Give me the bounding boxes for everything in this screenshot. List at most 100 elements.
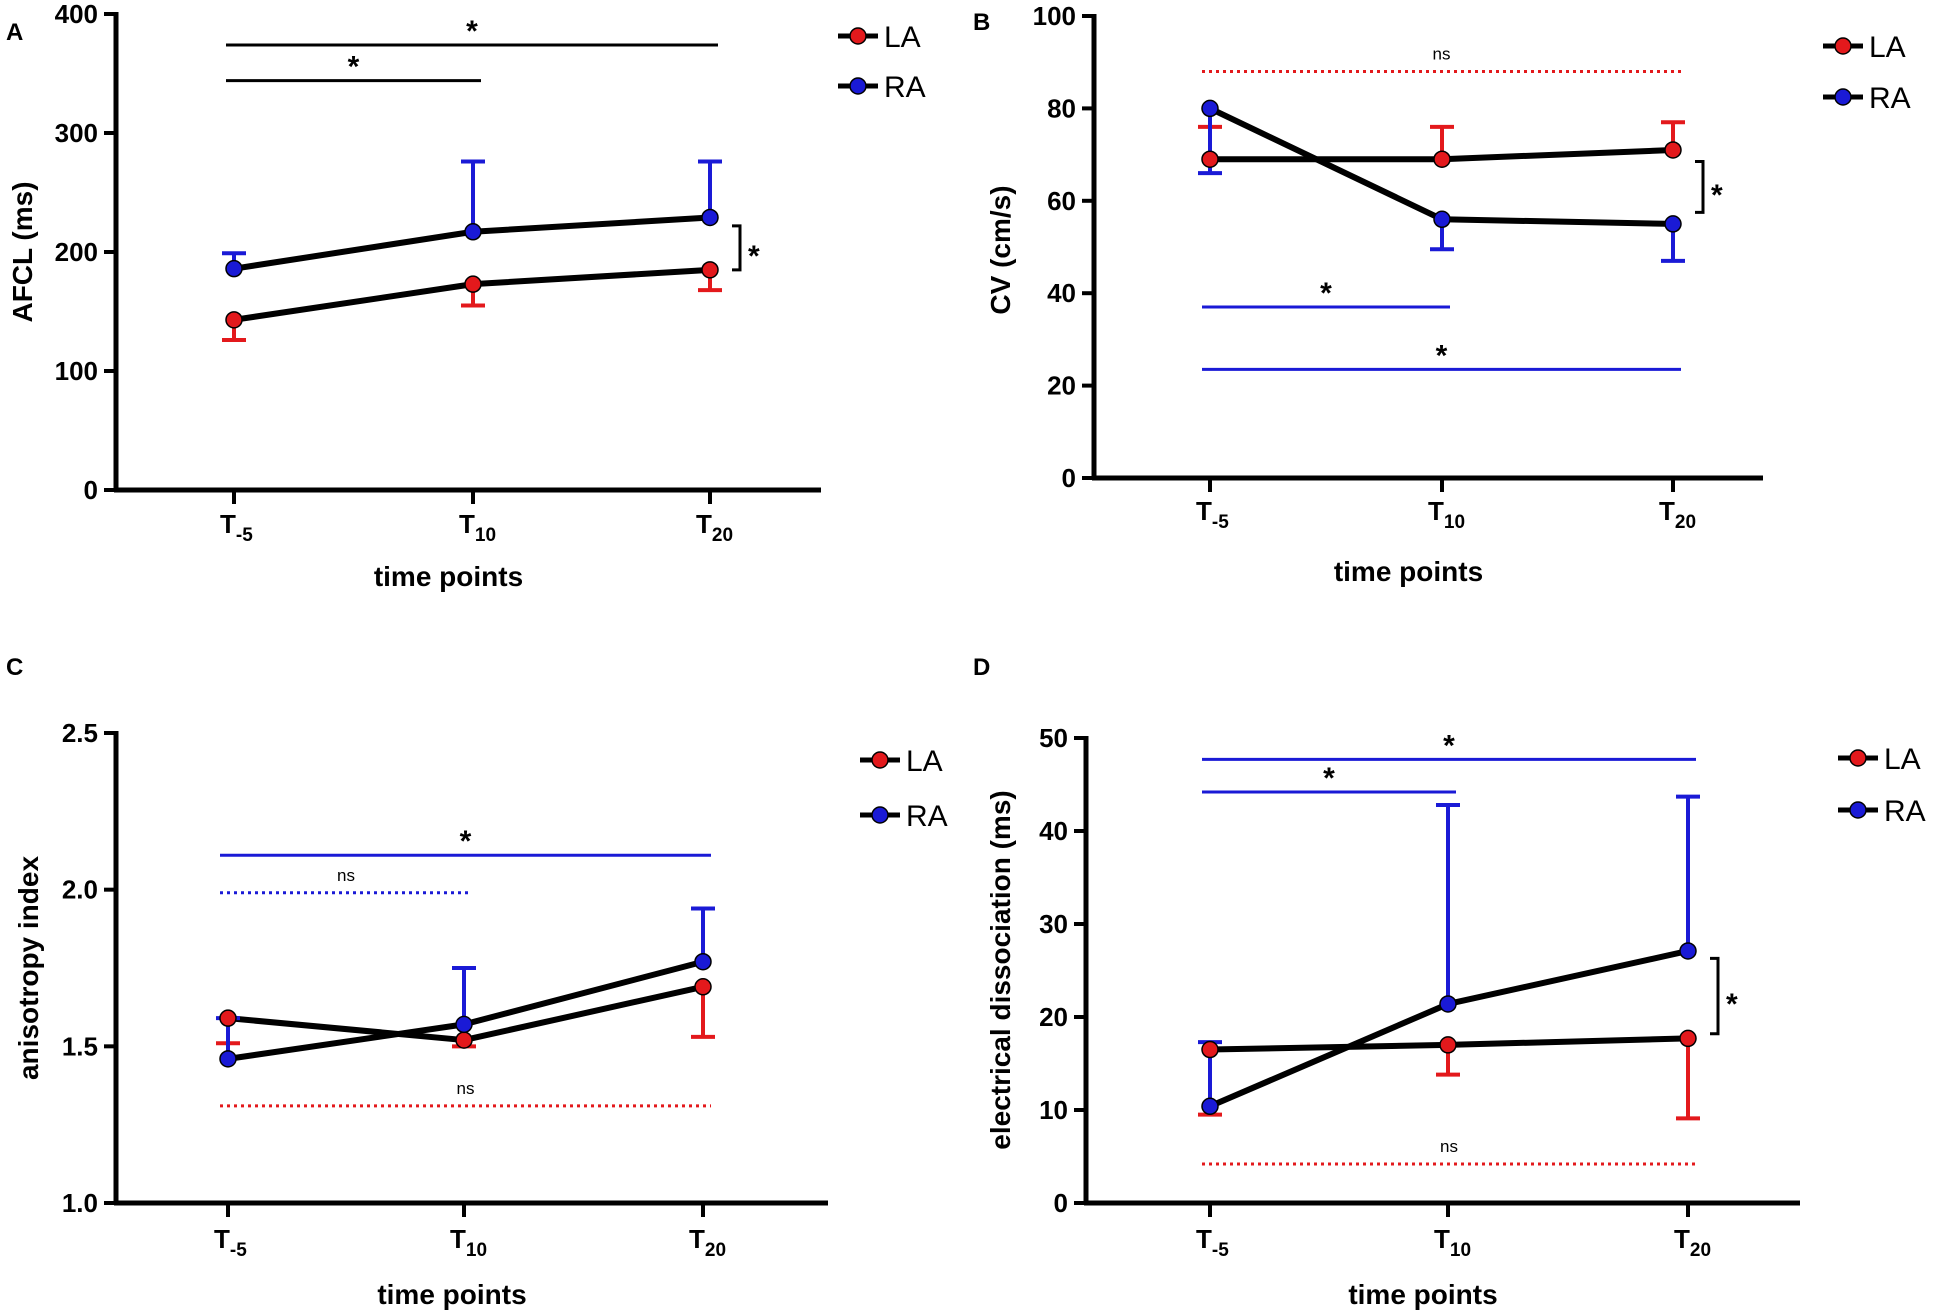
panel-c: C 1.0 1.5 2.0 2.5 T-5 T10 T20 time points anisotr… bbox=[6, 654, 948, 1310]
data-point-la bbox=[1664, 141, 1682, 159]
y-tick-label: 2.0 bbox=[62, 875, 98, 905]
y-axis-label: CV (cm/s) bbox=[985, 185, 1016, 314]
significance-star: * bbox=[348, 51, 360, 84]
ns-label: ns bbox=[457, 1079, 475, 1098]
x-axis-label: time points bbox=[1348, 1279, 1497, 1310]
y-tick-label: 0 bbox=[1054, 1188, 1068, 1218]
y-tick-label: 1.5 bbox=[62, 1031, 98, 1061]
significance-star: * bbox=[1323, 762, 1335, 795]
y-tick-label: 200 bbox=[55, 237, 98, 267]
data-point-ra bbox=[701, 208, 719, 227]
legend-label-ra: RA bbox=[906, 800, 948, 833]
significance-star: * bbox=[1320, 277, 1332, 310]
y-tick-label: 60 bbox=[1047, 186, 1076, 216]
data-point-ra bbox=[694, 952, 712, 971]
legend-marker-la bbox=[849, 27, 867, 45]
legend-label-la: LA bbox=[906, 745, 943, 778]
difference-bracket bbox=[1695, 160, 1705, 214]
data-point-ra bbox=[1433, 210, 1451, 229]
y-tick-label: 1.0 bbox=[62, 1188, 98, 1218]
significance-star: * bbox=[1436, 339, 1448, 372]
legend-marker-ra bbox=[871, 806, 889, 824]
x-tick-label: T10 bbox=[1434, 1224, 1471, 1261]
data-point-ra bbox=[219, 1050, 237, 1068]
y-tick-label: 2.5 bbox=[62, 718, 98, 748]
ns-label: ns bbox=[1433, 44, 1451, 63]
data-point-ra bbox=[1201, 99, 1219, 118]
significance-star: * bbox=[466, 15, 478, 48]
legend-label-la: LA bbox=[884, 21, 921, 54]
significance-star: * bbox=[1711, 179, 1723, 212]
x-tick-label: T10 bbox=[450, 1224, 487, 1261]
y-axis-label: AFCL (ms) bbox=[7, 181, 38, 322]
data-point-ra bbox=[1679, 942, 1697, 960]
data-point-la bbox=[455, 1031, 473, 1049]
x-tick-label: T20 bbox=[1659, 496, 1696, 533]
y-axis-label: electrical dissociation (ms) bbox=[985, 790, 1016, 1149]
data-point-ra bbox=[1439, 995, 1457, 1013]
x-tick-label: T-5 bbox=[1196, 1224, 1229, 1261]
ns-label: ns bbox=[337, 866, 355, 885]
legend-marker-la bbox=[871, 751, 889, 769]
y-tick-label: 20 bbox=[1047, 371, 1076, 401]
y-tick-label: 300 bbox=[55, 118, 98, 148]
y-tick-label: 20 bbox=[1039, 1002, 1068, 1032]
data-point-ra bbox=[1201, 1097, 1219, 1116]
data-point-la bbox=[1201, 1040, 1219, 1059]
panel-letter: A bbox=[6, 19, 23, 46]
x-axis-label: time points bbox=[377, 1279, 526, 1310]
x-tick-label: T10 bbox=[459, 509, 496, 546]
x-tick-label: T-5 bbox=[214, 1224, 247, 1261]
x-tick-label: T20 bbox=[1674, 1224, 1711, 1261]
x-tick-label: T-5 bbox=[1196, 496, 1229, 533]
x-tick-label: T10 bbox=[1428, 496, 1465, 533]
legend-marker-ra bbox=[1849, 801, 1867, 819]
legend-label-la: LA bbox=[1884, 743, 1921, 776]
ns-label: ns bbox=[1440, 1137, 1458, 1156]
x-axis-label: time points bbox=[374, 561, 523, 592]
legend-label-ra: RA bbox=[1869, 82, 1911, 115]
y-tick-label: 80 bbox=[1047, 93, 1076, 123]
data-point-la bbox=[1439, 1036, 1457, 1054]
legend-label-ra: RA bbox=[884, 71, 926, 104]
legend-label-la: LA bbox=[1869, 31, 1906, 64]
data-point-la bbox=[701, 261, 719, 279]
significance-star: * bbox=[748, 240, 760, 273]
difference-bracket bbox=[1710, 956, 1720, 1036]
data-point-la bbox=[694, 978, 712, 996]
data-point-la bbox=[225, 311, 243, 329]
data-point-ra bbox=[464, 223, 482, 241]
data-point-la bbox=[219, 1009, 237, 1027]
y-tick-label: 400 bbox=[55, 0, 98, 29]
data-point-ra bbox=[225, 259, 243, 278]
y-tick-label: 40 bbox=[1039, 816, 1068, 846]
y-tick-label: 30 bbox=[1039, 909, 1068, 939]
legend-marker-ra bbox=[1834, 88, 1852, 106]
y-tick-label: 10 bbox=[1039, 1095, 1068, 1125]
significance-star: * bbox=[460, 825, 472, 858]
data-point-ra bbox=[1664, 215, 1682, 233]
legend-marker-la bbox=[1834, 37, 1852, 55]
x-tick-label: T20 bbox=[696, 509, 733, 546]
data-point-ra bbox=[455, 1015, 473, 1034]
y-tick-label: 50 bbox=[1039, 723, 1068, 753]
data-point-la bbox=[1679, 1029, 1697, 1048]
x-tick-label: T20 bbox=[689, 1224, 726, 1261]
panel-b: B 0 20 40 60 80 100 T-5 T10 T20 time points CV (cm/… bbox=[973, 1, 1911, 587]
panel-letter: C bbox=[6, 654, 23, 681]
panel-a: A 0 100 200 300 400 T-5 T10 T20 time points AFCL (… bbox=[6, 0, 926, 592]
panel-letter: B bbox=[973, 9, 990, 36]
data-point-la bbox=[1201, 150, 1219, 168]
y-tick-label: 0 bbox=[1062, 463, 1076, 493]
significance-star: * bbox=[1443, 729, 1455, 762]
y-axis-label: anisotropy index bbox=[13, 856, 44, 1080]
significance-star: * bbox=[1726, 988, 1738, 1021]
legend-marker-ra bbox=[849, 77, 867, 95]
panel-letter: D bbox=[973, 654, 990, 681]
difference-bracket bbox=[732, 224, 742, 272]
data-point-la bbox=[464, 275, 482, 293]
data-point-la bbox=[1433, 150, 1451, 168]
y-tick-label: 40 bbox=[1047, 278, 1076, 308]
y-tick-label: 0 bbox=[84, 475, 98, 505]
y-tick-label: 100 bbox=[55, 356, 98, 386]
